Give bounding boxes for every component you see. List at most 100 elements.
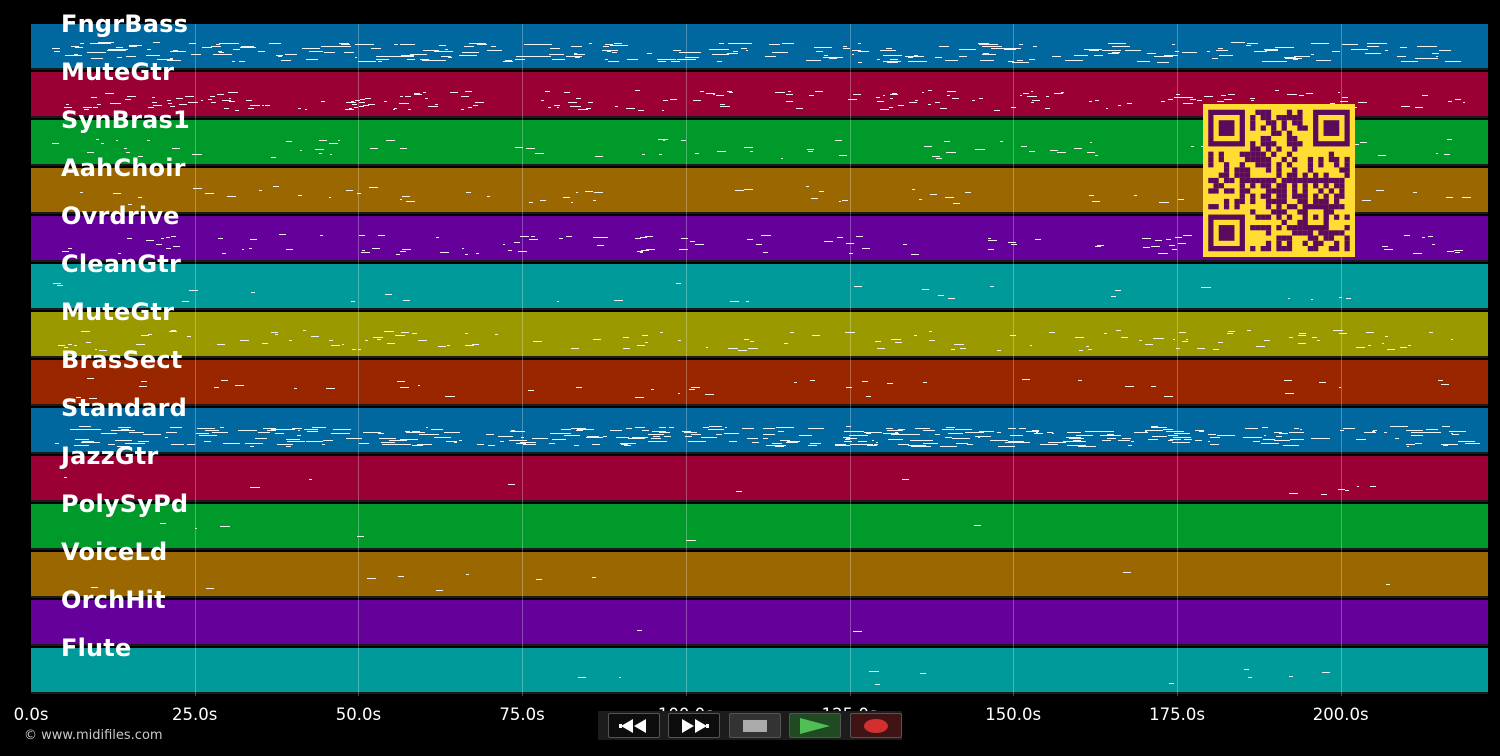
midi-note (1094, 55, 1103, 56)
midi-note (571, 105, 582, 107)
midi-note (838, 201, 842, 203)
midi-note (1160, 101, 1165, 102)
midi-note (1297, 56, 1302, 58)
midi-note (848, 98, 857, 100)
midi-note (1016, 59, 1023, 61)
record-button[interactable] (850, 713, 902, 738)
midi-note (593, 199, 597, 201)
midi-note (939, 445, 957, 447)
midi-note (928, 330, 932, 332)
midi-note (305, 58, 319, 60)
midi-note (1116, 330, 1121, 332)
midi-note (1133, 432, 1149, 434)
midi-note (1049, 332, 1056, 333)
midi-note (499, 441, 504, 443)
midi-note (399, 95, 404, 97)
midi-note (1377, 154, 1387, 156)
midi-note (1406, 443, 1415, 445)
midi-note (762, 433, 775, 435)
midi-note (399, 43, 415, 45)
midi-note (107, 49, 128, 51)
midi-note (127, 95, 136, 97)
midi-note (602, 436, 607, 438)
midi-note (135, 343, 145, 345)
play-button[interactable] (789, 713, 841, 738)
midi-note (1137, 61, 1151, 63)
midi-note (1084, 49, 1102, 51)
midi-note (717, 151, 727, 153)
midi-note (824, 54, 828, 56)
midi-note (1031, 90, 1033, 92)
midi-note (883, 54, 902, 56)
midi-note (128, 45, 138, 47)
midi-note (1340, 101, 1349, 103)
midi-note (932, 155, 941, 157)
midi-note (346, 101, 357, 103)
midi-note (1381, 342, 1385, 344)
midi-note (1077, 445, 1097, 447)
midi-note (939, 107, 947, 109)
midi-note (1310, 43, 1330, 45)
midi-note (858, 61, 862, 63)
midi-note (437, 346, 447, 348)
midi-note (1094, 245, 1101, 247)
midi-note (418, 339, 428, 341)
midi-note (811, 198, 818, 200)
midi-note (1275, 436, 1282, 437)
fast-forward-button[interactable] (668, 713, 720, 738)
midi-note (274, 433, 284, 434)
midi-note (1287, 94, 1295, 96)
midi-note (626, 59, 638, 60)
midi-note (181, 300, 189, 302)
midi-note (57, 284, 63, 286)
midi-note (571, 202, 574, 203)
midi-note (1263, 439, 1276, 441)
midi-note (818, 191, 825, 193)
midi-note (1208, 433, 1216, 435)
midi-note (1117, 105, 1121, 107)
midi-note (294, 388, 298, 389)
midi-note (1247, 330, 1252, 332)
midi-note (297, 108, 301, 110)
midi-note (1319, 382, 1326, 384)
midi-note (152, 96, 155, 98)
midi-note (461, 95, 470, 97)
midi-note (212, 432, 229, 434)
midi-note (1007, 60, 1014, 62)
midi-note (519, 441, 537, 443)
midi-note (1152, 337, 1156, 339)
midi-note (864, 247, 871, 249)
midi-note (615, 105, 619, 107)
stop-button[interactable] (729, 713, 781, 738)
midi-note (845, 332, 855, 334)
midi-note (307, 430, 318, 432)
midi-note (1101, 50, 1122, 52)
midi-note (1150, 426, 1158, 428)
midi-note (1108, 52, 1120, 54)
midi-note (1111, 45, 1130, 47)
midi-note (808, 150, 814, 152)
midi-note (359, 102, 366, 104)
midi-note (417, 384, 420, 386)
midi-note (1293, 428, 1299, 430)
midi-note (302, 330, 306, 332)
midi-note (591, 443, 601, 445)
midi-note (157, 58, 173, 60)
midi-note (973, 525, 981, 527)
midi-note (86, 151, 95, 153)
midi-note (84, 109, 89, 111)
midi-note (425, 427, 429, 428)
midi-note (909, 440, 928, 441)
midi-note (125, 98, 131, 100)
midi-note (1261, 442, 1280, 444)
midi-note (705, 92, 715, 94)
midi-note (207, 98, 212, 100)
midi-note (924, 145, 932, 147)
midi-note (1428, 235, 1434, 237)
midi-note (886, 383, 894, 385)
midi-note (1100, 435, 1113, 436)
midi-note (922, 443, 935, 445)
midi-note (285, 140, 293, 142)
midi-note (979, 431, 987, 433)
rewind-button[interactable] (608, 713, 660, 738)
